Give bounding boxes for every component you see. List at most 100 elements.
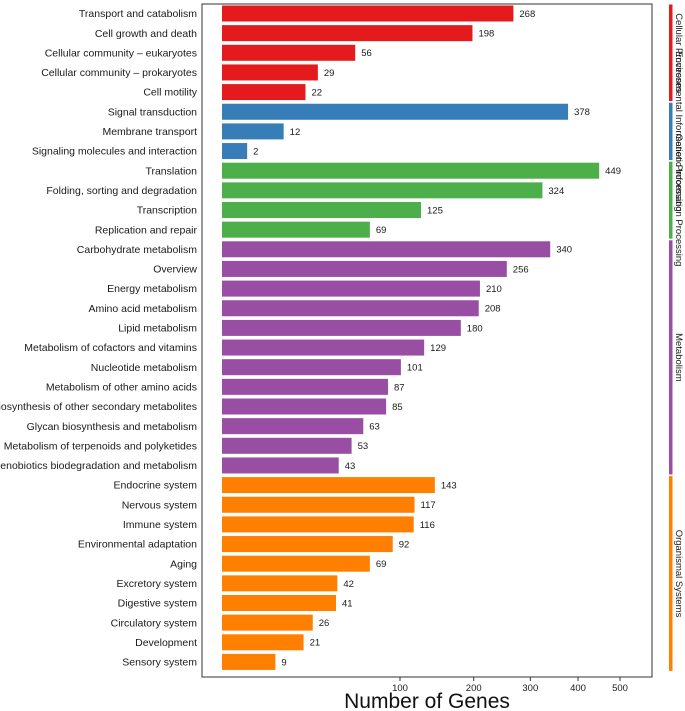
category-label: Digestive system	[118, 598, 198, 610]
value-label: 116	[420, 520, 435, 531]
bar-sensory-system	[222, 653, 276, 670]
bar-replication-and-repair	[222, 221, 370, 238]
bar-biosynthesis-of-other-secondary-metabolites	[222, 398, 387, 415]
group-label-cellular-processes: Cellular Processes	[673, 13, 684, 92]
bar-folding-sorting-and-degradation	[222, 182, 543, 199]
x-axis-title: Number of Genes	[344, 690, 510, 711]
value-label: 12	[290, 127, 301, 138]
value-label: 22	[311, 88, 322, 99]
category-label: Metabolism of cofactors and vitamins	[24, 342, 197, 354]
value-label: 143	[441, 481, 457, 492]
category-label: Membrane transport	[102, 126, 197, 138]
category-label: Excretory system	[116, 578, 197, 590]
category-label: Folding, sorting and degradation	[46, 185, 197, 197]
category-label: Sensory system	[122, 657, 197, 669]
category-label: Development	[135, 637, 197, 649]
value-label: 101	[407, 363, 423, 374]
value-label: 29	[324, 68, 335, 79]
value-label: 87	[394, 382, 405, 393]
bar-nervous-system	[222, 496, 415, 513]
category-label: Cell motility	[143, 87, 197, 99]
category-label: Nucleotide metabolism	[91, 362, 197, 374]
bar-energy-metabolism	[222, 280, 480, 297]
category-label: Cellular community – prokaryotes	[41, 67, 197, 79]
group-label-organismal-systems: Organismal Systems	[673, 530, 684, 618]
bar-circulatory-system	[222, 614, 313, 631]
bar-translation	[222, 162, 600, 179]
value-label: 69	[376, 559, 387, 570]
bar-lipid-metabolism	[222, 319, 461, 336]
bar-environmental-adaptation	[222, 536, 393, 553]
bar-immune-system	[222, 516, 414, 533]
bar-excretory-system	[222, 575, 338, 592]
category-label: Cell growth and death	[95, 28, 197, 40]
value-label: 69	[376, 225, 387, 236]
category-label: Overview	[153, 264, 197, 276]
category-label: Environmental adaptation	[78, 539, 197, 551]
value-label: 117	[421, 500, 436, 511]
bar-metabolism-of-other-amino-acids	[222, 378, 389, 395]
bar-membrane-transport	[222, 123, 284, 140]
x-tick-label: 100	[392, 683, 408, 694]
bar-nucleotide-metabolism	[222, 359, 401, 376]
category-label: Carbohydrate metabolism	[77, 244, 197, 256]
value-label: 129	[430, 343, 446, 354]
category-label: Signaling molecules and interaction	[32, 146, 197, 158]
bar-endocrine-system	[222, 477, 435, 494]
group-label-genetic-information-processing: Genetic Information Processing	[673, 134, 684, 267]
bar-glycan-biosynthesis-and-metabolism	[222, 418, 364, 435]
group-strip-metabolism	[669, 240, 673, 475]
value-label: 2	[253, 146, 258, 157]
bar-carbohydrate-metabolism	[222, 241, 551, 258]
bar-signaling-molecules-and-interaction	[222, 143, 248, 160]
bar-signal-transduction	[222, 103, 569, 120]
category-label: Metabolism of terpenoids and polyketides	[4, 440, 197, 452]
category-label: Immune system	[123, 519, 197, 531]
value-label: 449	[605, 166, 621, 177]
category-label: Transcription	[137, 205, 197, 217]
value-label: 256	[513, 264, 529, 275]
category-labels: Transport and catabolism Cell growth and …	[0, 8, 198, 668]
bar-metabolism-of-cofactors-and-vitamins	[222, 339, 425, 356]
category-label: Replication and repair	[95, 224, 198, 236]
bar-cell-motility	[222, 84, 306, 101]
x-tick-label: 500	[612, 683, 628, 694]
bar-amino-acid-metabolism	[222, 300, 479, 317]
group-strip-cellular-processes	[669, 4, 673, 102]
value-label: 43	[345, 461, 356, 472]
category-label: Nervous system	[122, 499, 198, 511]
bar-transcription	[222, 202, 422, 218]
bar-digestive-system	[222, 595, 336, 611]
category-label: Signal transduction	[108, 106, 197, 118]
x-tick-label: 300	[522, 683, 538, 694]
bar-overview	[222, 260, 507, 277]
category-label: Endocrine system	[114, 480, 198, 492]
category-label: Cellular community – eukaryotes	[45, 47, 197, 59]
category-label: Aging	[170, 558, 197, 570]
value-label: 198	[478, 29, 494, 40]
group-strip-environmental-information-processing	[669, 102, 673, 161]
category-label: Energy metabolism	[107, 283, 197, 295]
bar-cellular-community-eukaryotes	[222, 44, 356, 61]
value-label: 9	[281, 657, 286, 668]
bars-layer	[222, 5, 600, 670]
bar-metabolism-of-terpenoids-and-polyketides	[222, 437, 352, 454]
value-label: 85	[392, 402, 403, 413]
value-label: 268	[519, 9, 535, 20]
group-label-metabolism: Metabolism	[673, 333, 684, 382]
group-strip-organismal-systems	[669, 476, 673, 671]
category-label: Metabolism of other amino acids	[46, 381, 197, 393]
bar-cell-growth-and-death	[222, 25, 473, 42]
category-label: Lipid metabolism	[118, 323, 197, 335]
value-label: 92	[399, 539, 410, 550]
category-label: Biosynthesis of other secondary metaboli…	[0, 401, 197, 413]
value-label: 180	[467, 323, 483, 334]
x-tick-label: 400	[570, 683, 586, 694]
category-label: Circulatory system	[111, 617, 198, 629]
value-label: 324	[548, 186, 564, 197]
value-label: 125	[427, 205, 443, 216]
value-label: 210	[486, 284, 502, 295]
category-label: Translation	[145, 165, 197, 177]
